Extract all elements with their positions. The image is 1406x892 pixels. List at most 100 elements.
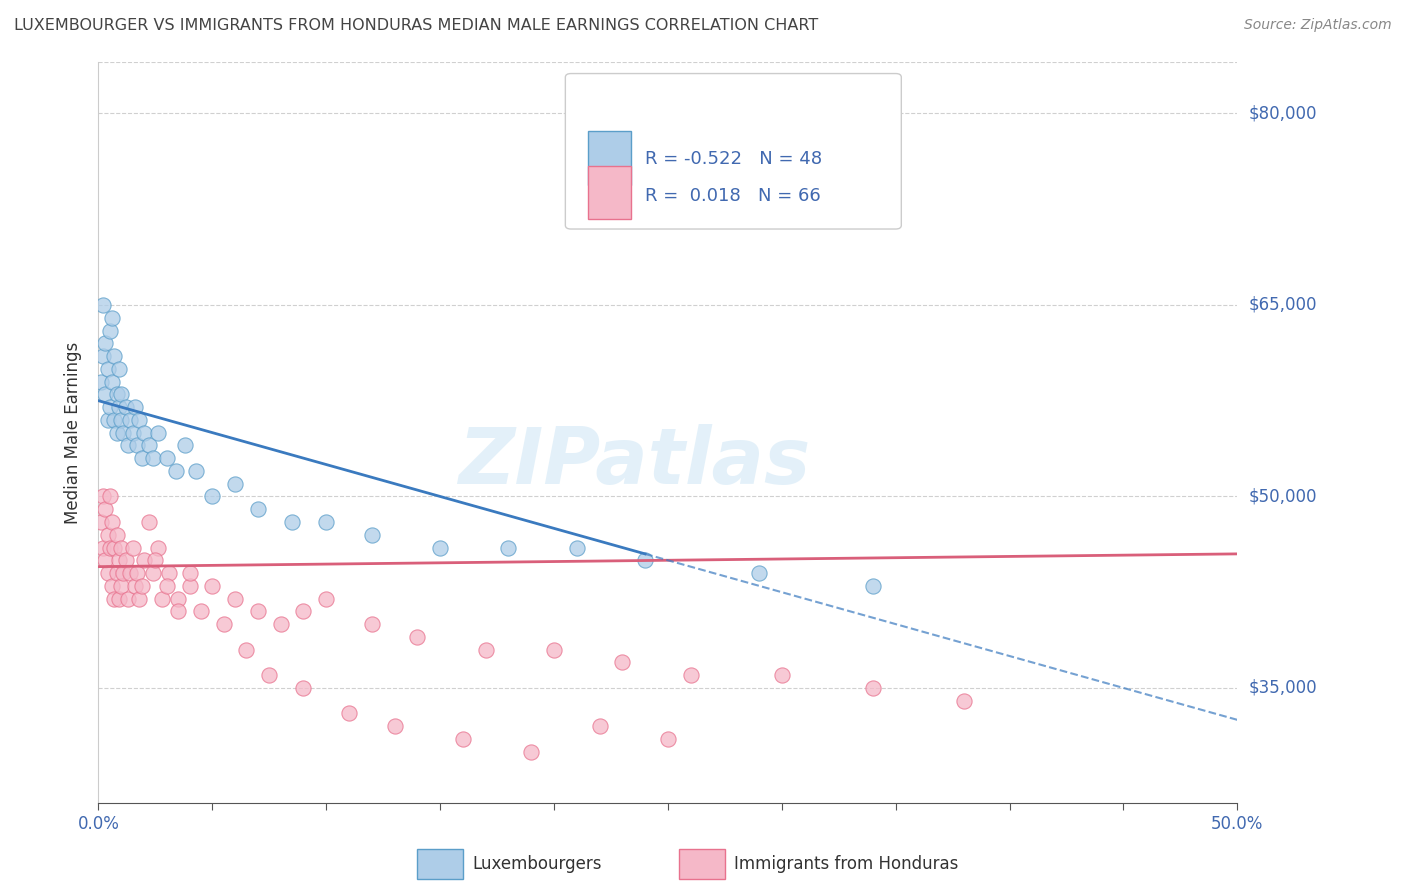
Text: Immigrants from Honduras: Immigrants from Honduras [734, 855, 959, 873]
Point [103, 591, 125, 606]
Point [588, 719, 610, 733]
Point [110, 413, 132, 427]
Text: ZIPatlas: ZIPatlas [457, 425, 810, 500]
Point [101, 579, 124, 593]
Point [165, 464, 187, 478]
Point [679, 668, 702, 682]
Point [110, 541, 132, 555]
Point [612, 656, 634, 670]
Point [120, 566, 142, 580]
Point [128, 413, 150, 427]
Point [174, 438, 197, 452]
Point [953, 694, 976, 708]
Point [120, 413, 142, 427]
Point [201, 579, 224, 593]
Point [474, 642, 496, 657]
Point [543, 642, 565, 657]
Point [138, 515, 160, 529]
Point [98, 490, 121, 504]
Point [96, 527, 118, 541]
Point [91, 298, 114, 312]
Point [101, 375, 124, 389]
Point [117, 591, 139, 606]
Point [156, 579, 179, 593]
Point [124, 579, 146, 593]
Point [167, 591, 190, 606]
Point [315, 591, 337, 606]
Point [103, 349, 125, 363]
Point [132, 553, 155, 567]
FancyBboxPatch shape [418, 849, 463, 879]
Point [224, 591, 246, 606]
Text: R =  0.018   N = 66: R = 0.018 N = 66 [645, 186, 821, 204]
Point [259, 668, 281, 682]
Point [103, 541, 125, 555]
Point [108, 553, 131, 567]
Point [270, 617, 292, 632]
Point [157, 566, 180, 580]
Point [108, 361, 131, 376]
Point [292, 604, 315, 618]
Point [337, 706, 360, 721]
Point [112, 566, 135, 580]
Text: Luxembourgers: Luxembourgers [472, 855, 602, 873]
Point [121, 425, 143, 440]
Point [117, 438, 139, 452]
Point [498, 541, 520, 555]
Point [105, 387, 128, 401]
Point [360, 617, 382, 632]
Point [451, 731, 474, 746]
Point [862, 579, 884, 593]
Point [145, 553, 167, 567]
Point [121, 541, 143, 555]
Point [634, 553, 657, 567]
Point [146, 541, 169, 555]
Point [657, 731, 679, 746]
Point [94, 502, 117, 516]
Point [142, 566, 165, 580]
Point [94, 387, 117, 401]
Point [103, 413, 125, 427]
Point [112, 425, 135, 440]
Point [127, 566, 149, 580]
Point [212, 617, 235, 632]
Point [429, 541, 451, 555]
Point [128, 591, 150, 606]
Point [146, 425, 169, 440]
Text: R = -0.522   N = 48: R = -0.522 N = 48 [645, 150, 823, 168]
FancyBboxPatch shape [679, 849, 725, 879]
Point [105, 566, 128, 580]
Point [94, 553, 117, 567]
Text: $35,000: $35,000 [1249, 679, 1317, 697]
Point [246, 502, 269, 516]
Point [748, 566, 770, 580]
Point [179, 566, 201, 580]
Point [235, 642, 257, 657]
Point [167, 604, 190, 618]
Point [142, 451, 165, 466]
Point [98, 400, 121, 414]
Point [124, 400, 146, 414]
Point [94, 336, 117, 351]
Point [90, 375, 112, 389]
Point [862, 681, 884, 695]
Text: $80,000: $80,000 [1249, 104, 1317, 122]
FancyBboxPatch shape [588, 166, 631, 219]
Text: Source: ZipAtlas.com: Source: ZipAtlas.com [1244, 18, 1392, 32]
Point [96, 361, 118, 376]
Point [91, 349, 114, 363]
Point [384, 719, 406, 733]
Point [101, 515, 124, 529]
Point [201, 490, 224, 504]
Point [186, 464, 208, 478]
Point [190, 604, 212, 618]
Text: $50,000: $50,000 [1249, 487, 1317, 506]
Point [131, 579, 153, 593]
Point [246, 604, 269, 618]
Point [91, 541, 114, 555]
Point [520, 745, 543, 759]
Point [179, 579, 201, 593]
Point [105, 425, 128, 440]
Point [406, 630, 429, 644]
Point [565, 541, 588, 555]
